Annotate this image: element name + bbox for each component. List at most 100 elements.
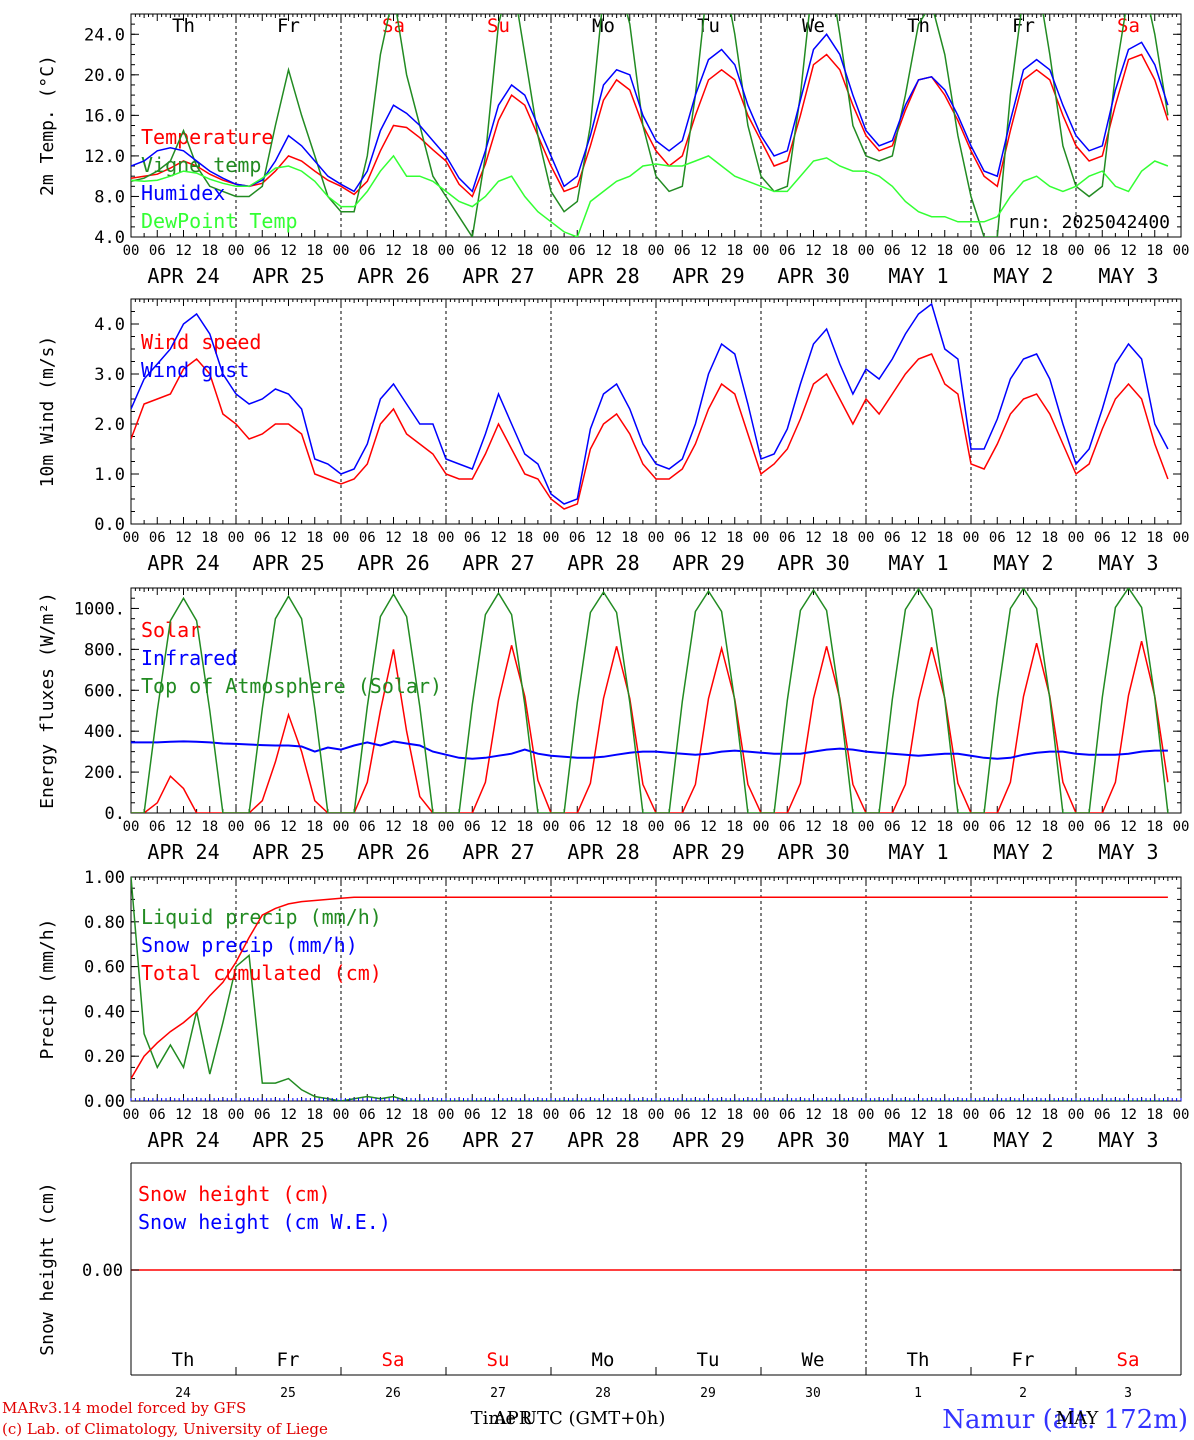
hour-tick-label: 06: [989, 1107, 1006, 1123]
hour-tick-label: 00: [123, 819, 140, 835]
hour-tick-label: 12: [490, 819, 507, 835]
hour-tick-label: 00: [648, 819, 665, 835]
date-label: APR 25: [252, 840, 324, 864]
y-tick-label: 600.: [84, 681, 125, 701]
hour-tick-label: 00: [1173, 1107, 1190, 1123]
hour-tick-label: 00: [543, 243, 560, 259]
y-tick-label: 0.00: [82, 1261, 123, 1281]
hour-tick-label: 00: [333, 243, 350, 259]
hour-tick-label: 00: [333, 530, 350, 546]
hour-tick-label: 00: [753, 530, 770, 546]
hour-tick-label: 12: [490, 1107, 507, 1123]
day-number-label: 28: [595, 1386, 611, 1401]
hour-tick-label: 06: [464, 243, 481, 259]
weekday-label: Tu: [697, 1349, 720, 1371]
weekday-label: Fr: [1012, 15, 1035, 37]
hour-tick-label: 18: [621, 243, 638, 259]
hour-tick-label: 18: [621, 1107, 638, 1123]
hour-tick-label: 18: [621, 530, 638, 546]
hour-tick-label: 00: [1173, 243, 1190, 259]
hour-tick-label: 06: [674, 1107, 691, 1123]
date-label: APR 25: [252, 551, 324, 575]
date-label: APR 30: [777, 264, 849, 288]
series-line-temperature: [131, 53, 1169, 198]
hour-tick-label: 12: [1015, 1107, 1032, 1123]
date-label: MAY 3: [1098, 264, 1158, 288]
date-label: APR 26: [357, 551, 429, 575]
series-line-wind-speed: [131, 353, 1169, 510]
hour-tick-label: 18: [1146, 530, 1163, 546]
y-tick-label: 20.0: [84, 66, 125, 86]
legend-entry: Humidex: [141, 181, 225, 205]
hour-tick-label: 12: [805, 819, 822, 835]
hour-tick-label: 12: [910, 819, 927, 835]
hour-tick-label: 12: [385, 243, 402, 259]
hour-tick-label: 18: [201, 243, 218, 259]
hour-tick-label: 00: [228, 243, 245, 259]
date-label: APR 28: [567, 551, 639, 575]
hour-tick-label: 00: [438, 530, 455, 546]
hour-tick-label: 00: [228, 1107, 245, 1123]
hour-tick-label: 12: [805, 1107, 822, 1123]
x-axis-label: Time UTC (GMT+0h): [471, 1408, 666, 1429]
hour-tick-label: 18: [411, 1107, 428, 1123]
hour-tick-label: 18: [936, 1107, 953, 1123]
weekday-label: Tu: [697, 15, 720, 37]
hour-tick-label: 00: [543, 1107, 560, 1123]
hour-tick-label: 12: [595, 1107, 612, 1123]
date-label: APR 25: [252, 264, 324, 288]
hour-tick-label: 18: [726, 1107, 743, 1123]
hour-tick-label: 06: [359, 1107, 376, 1123]
hour-tick-label: 18: [516, 1107, 533, 1123]
weekday-label: We: [802, 1349, 825, 1371]
day-number-label: 24: [175, 1386, 191, 1401]
hour-tick-label: 06: [149, 243, 166, 259]
hour-tick-label: 18: [936, 819, 953, 835]
chart-panel-4: 0.00 0.20 0.40 0.60 0.80 1.00 Precip (mm/h) 00 0…: [37, 868, 1189, 1152]
y-tick-label: 0.20: [84, 1047, 125, 1067]
date-label: MAY 2: [993, 264, 1053, 288]
hour-tick-label: 06: [569, 819, 586, 835]
hour-tick-label: 06: [569, 530, 586, 546]
chart-panel-3: 0. 200. 400. 600. 800. 1000. Energy fluxes (W/…: [37, 587, 1189, 864]
hour-tick-label: 06: [779, 1107, 796, 1123]
hour-tick-label: 06: [464, 530, 481, 546]
hour-tick-label: 18: [1146, 243, 1163, 259]
date-label: APR 28: [567, 264, 639, 288]
date-label: APR 30: [777, 1128, 849, 1152]
hour-tick-label: 00: [333, 819, 350, 835]
hour-tick-label: 18: [1041, 819, 1058, 835]
hour-tick-label: 18: [726, 530, 743, 546]
day-number-label: 2: [1019, 1386, 1027, 1401]
hour-tick-label: 00: [648, 243, 665, 259]
date-label: APR 26: [357, 264, 429, 288]
hour-tick-label: 00: [1068, 1107, 1085, 1123]
hour-tick-label: 06: [464, 1107, 481, 1123]
hour-tick-label: 00: [543, 819, 560, 835]
hour-tick-label: 00: [333, 1107, 350, 1123]
weekday-label: Fr: [1012, 1349, 1035, 1371]
day-number-label: 1: [914, 1386, 922, 1401]
chart-panel-5: 0.00 Snow height (cm) Snow height (cm) Snow…: [37, 1162, 1182, 1429]
hour-tick-label: 12: [175, 243, 192, 259]
hour-tick-label: 18: [1146, 819, 1163, 835]
date-label: MAY 1: [888, 551, 948, 575]
series-line-vigne-temp: [131, 14, 1169, 237]
date-label: MAY 1: [888, 840, 948, 864]
hour-tick-label: 00: [963, 530, 980, 546]
hour-tick-label: 00: [648, 1107, 665, 1123]
series-line-solar: [131, 641, 1169, 813]
hour-tick-label: 06: [884, 243, 901, 259]
legend-entry: Wind gust: [141, 358, 249, 382]
hour-tick-label: 06: [779, 243, 796, 259]
legend-entry: Snow height (cm W.E.): [138, 1210, 391, 1234]
hour-tick-label: 18: [936, 530, 953, 546]
date-label: MAY 3: [1098, 840, 1158, 864]
weekday-label: Sa: [1117, 1349, 1140, 1371]
month-label: MAY: [1056, 1408, 1100, 1429]
y-axis-label: 10m Wind (m/s): [37, 336, 58, 488]
weekday-label: Sa: [1117, 15, 1140, 37]
hour-tick-label: 00: [438, 819, 455, 835]
weekday-label: Th: [907, 1349, 930, 1371]
hour-tick-label: 12: [805, 243, 822, 259]
